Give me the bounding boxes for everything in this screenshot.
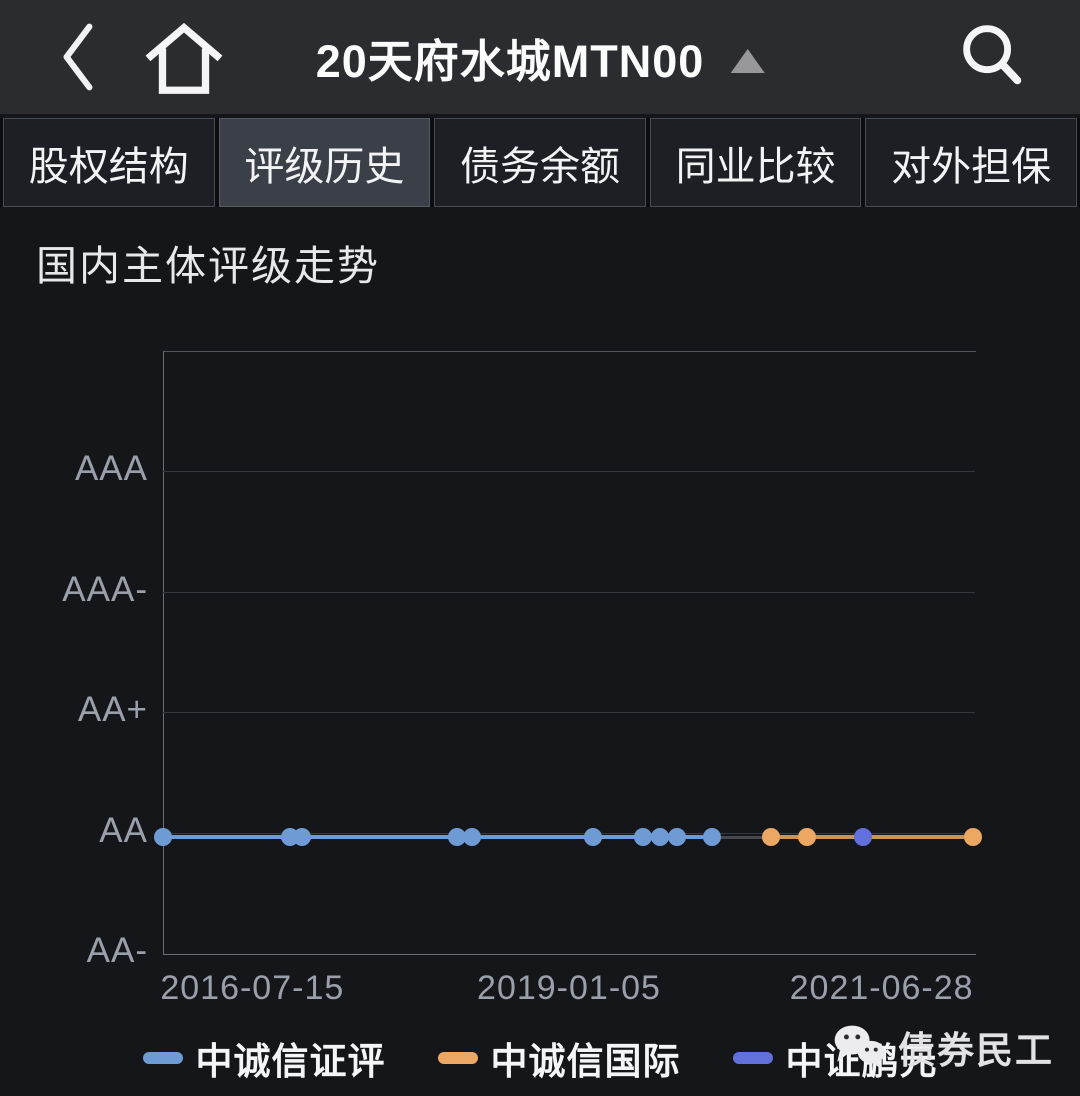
gridline <box>163 832 975 834</box>
page-title-group[interactable]: 20天府水城MTN00 <box>316 0 765 114</box>
legend-swatch <box>142 1052 183 1064</box>
home-button[interactable] <box>136 9 232 105</box>
legend-swatch <box>437 1052 478 1064</box>
data-point[interactable] <box>963 828 982 847</box>
data-point[interactable] <box>292 828 311 847</box>
gridline <box>163 591 975 593</box>
data-point[interactable] <box>797 828 816 847</box>
home-icon <box>145 22 223 94</box>
gridline <box>163 471 975 473</box>
x-axis-label: 2019-01-05 <box>477 969 661 1007</box>
back-button[interactable] <box>48 17 108 97</box>
data-point[interactable] <box>462 828 481 847</box>
data-point[interactable] <box>667 828 686 847</box>
plot-area <box>163 351 976 955</box>
data-point[interactable] <box>447 828 466 847</box>
series-line <box>163 835 712 840</box>
data-point[interactable] <box>154 828 172 847</box>
caret-up-icon <box>730 49 765 73</box>
data-point[interactable] <box>650 828 669 847</box>
chart-title: 国内主体评级走势 <box>36 243 380 289</box>
y-axis-label: AA- <box>86 931 148 970</box>
y-axis-label: AA+ <box>77 690 148 730</box>
gridline <box>163 712 975 714</box>
legend-label: 中诚信国际 <box>490 1041 681 1082</box>
data-point[interactable] <box>633 828 652 847</box>
y-axis-label: AAA <box>74 449 148 489</box>
data-point[interactable] <box>584 828 603 847</box>
data-point[interactable] <box>762 828 781 847</box>
tab-equity-structure[interactable]: 股权结构 <box>3 118 215 207</box>
legend-swatch <box>732 1052 773 1064</box>
legend-item[interactable]: 中诚信国际 <box>437 1031 681 1085</box>
tab-external-guarantee[interactable]: 对外担保 <box>865 118 1077 207</box>
y-axis-label: AAA- <box>62 569 148 609</box>
x-axis-label: 2016-07-15 <box>160 969 345 1007</box>
tab-bar: 股权结构 评级历史 债务余额 同业比较 对外担保 <box>0 118 1080 207</box>
search-icon <box>963 25 1022 85</box>
x-axis-label: 2021-06-28 <box>789 969 974 1007</box>
legend-item[interactable]: 中诚信证评 <box>142 1031 386 1085</box>
series-connector-line <box>711 835 772 839</box>
watermark-text: 债券民工 <box>898 1030 1054 1071</box>
tab-debt-balance[interactable]: 债务余额 <box>434 118 646 207</box>
chart-legend: 中诚信证评 中诚信国际 中证鹏元 <box>0 1030 1080 1086</box>
top-nav-bar: 20天府水城MTN00 <box>0 0 1080 114</box>
back-chevron-icon <box>63 23 93 91</box>
y-axis-label: AA <box>99 810 148 850</box>
legend-label: 中诚信证评 <box>195 1041 386 1082</box>
data-point[interactable] <box>853 828 872 847</box>
tab-rating-history[interactable]: 评级历史 <box>218 118 431 207</box>
page-title: 20天府水城MTN00 <box>315 35 705 87</box>
data-point[interactable] <box>702 828 721 847</box>
watermark: 债券民工 <box>832 1020 1054 1074</box>
rating-chart: AAA AAA- AA+ AA AA- 2016-07-15 2019-01-05 2021-… <box>0 330 1080 1024</box>
wechat-icon <box>834 1025 885 1070</box>
tab-peer-comparison[interactable]: 同业比较 <box>649 118 862 207</box>
search-button[interactable] <box>944 8 1040 104</box>
